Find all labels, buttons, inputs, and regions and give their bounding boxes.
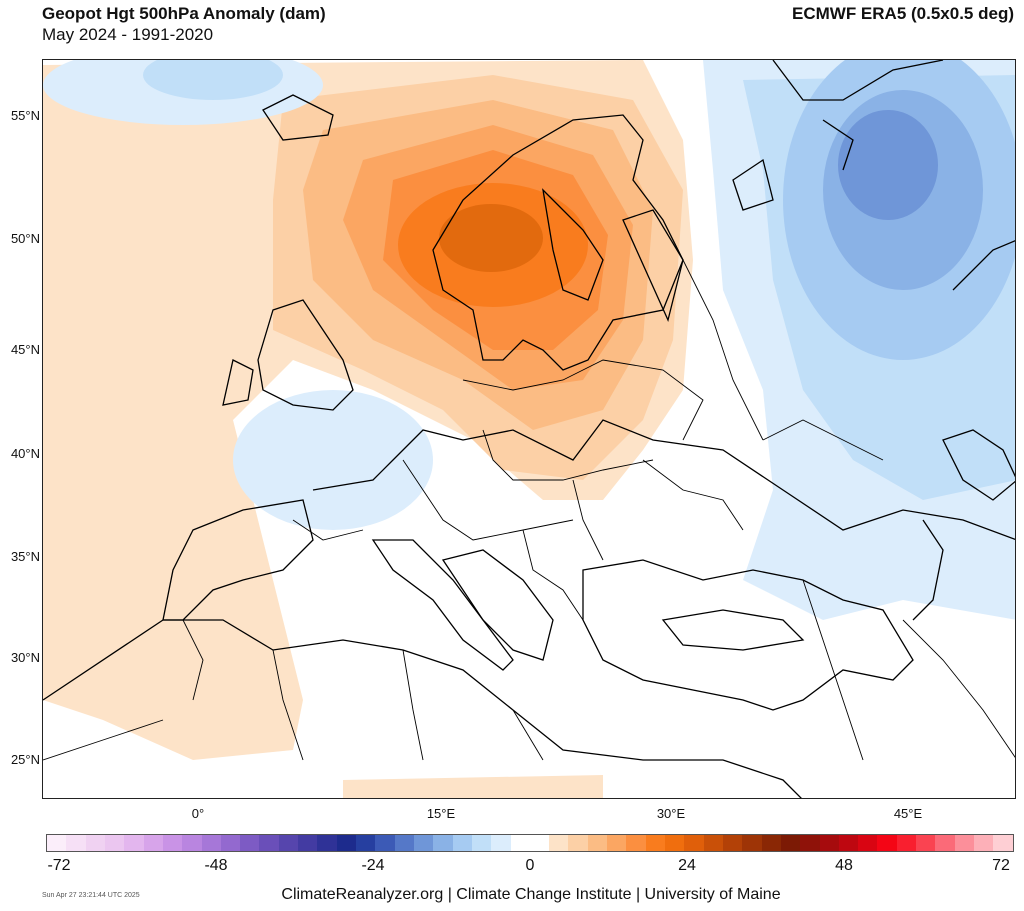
colorbar-swatch <box>356 835 376 851</box>
lon-label-15e: 15°E <box>426 806 456 821</box>
colorbar-swatch <box>568 835 588 851</box>
colorbar-swatch <box>916 835 936 851</box>
credit-line[interactable]: ClimateReanalyzer.org | Climate Change I… <box>281 886 781 903</box>
colorbar-swatch <box>858 835 878 851</box>
colorbar-swatch <box>317 835 337 851</box>
colorbar-swatch <box>761 835 781 851</box>
colorbar-tick: -24 <box>361 857 385 874</box>
colorbar-swatch <box>838 835 859 851</box>
colorbar-swatch <box>471 835 492 851</box>
colorbar-swatch <box>394 835 414 851</box>
colorbar-swatch <box>645 835 665 851</box>
colorbar-swatch <box>626 835 646 851</box>
map-subtitle: May 2024 - 1991-2020 <box>42 25 214 44</box>
colorbar-swatch <box>491 835 511 851</box>
colorbar-swatch <box>529 835 550 851</box>
colorbar-swatch <box>993 835 1013 851</box>
lat-label-25n: 25°N <box>10 752 40 767</box>
colorbar-swatch <box>278 835 299 851</box>
lon-label-0: 0° <box>191 806 205 821</box>
colorbar-swatch <box>549 835 569 851</box>
colorbar-swatch <box>104 835 125 851</box>
anomaly-min-center <box>838 110 938 220</box>
colorbar-swatch <box>452 835 472 851</box>
lat-label-55n: 55°N <box>10 108 40 123</box>
colorbar-swatch <box>182 835 202 851</box>
colorbar-swatch <box>298 835 318 851</box>
colorbar-swatch <box>877 835 897 851</box>
colorbar-swatch <box>780 835 801 851</box>
colorbar-swatch <box>85 835 105 851</box>
colorbar-swatch <box>510 835 530 851</box>
colorbar-swatch <box>413 835 434 851</box>
coastlines <box>43 60 1015 798</box>
anomaly-patch-france <box>233 390 433 530</box>
lat-label-50n: 50°N <box>10 231 40 246</box>
lat-label-45n: 45°N <box>10 342 40 357</box>
anomaly-max-center <box>439 204 543 272</box>
colorbar-swatch <box>954 835 974 851</box>
lon-label-45e: 45°E <box>893 806 923 821</box>
anomaly-contour-atlantic-tongue <box>43 80 163 600</box>
colorbar-swatch <box>607 835 627 851</box>
lat-label-40n: 40°N <box>10 446 40 461</box>
colorbar-swatch <box>259 835 279 851</box>
colorbar-swatch <box>935 835 955 851</box>
colorbar-swatch <box>201 835 221 851</box>
map-panel[interactable] <box>42 59 1016 799</box>
render-timestamp: Sun Apr 27 23:21:44 UTC 2025 <box>42 892 140 899</box>
colorbar-tick: 24 <box>678 857 696 874</box>
colorbar-tick: -48 <box>204 857 228 874</box>
colorbar-swatch <box>162 835 183 851</box>
colorbar-tick: -72 <box>47 857 71 874</box>
colorbar-tick: 0 <box>525 857 535 874</box>
colorbar-swatch <box>684 835 704 851</box>
country-borders <box>43 259 1015 761</box>
colorbar-swatch <box>47 835 67 851</box>
colorbar-swatch <box>819 835 839 851</box>
colorbar-swatch <box>143 835 163 851</box>
colorbar-swatch <box>375 835 395 851</box>
colorbar-swatch <box>433 835 453 851</box>
colorbar-swatch <box>742 835 762 851</box>
colorbar-swatch <box>974 835 994 851</box>
lat-label-30n: 30°N <box>10 650 40 665</box>
colorbar-swatch <box>124 835 144 851</box>
colorbar-tick: 72 <box>992 857 1010 874</box>
map-title: Geopot Hgt 500hPa Anomaly (dam) <box>42 4 326 23</box>
colorbar-swatch <box>800 835 820 851</box>
colorbar-swatch <box>66 835 86 851</box>
colorbar-swatch <box>703 835 723 851</box>
colorbar-tick: 48 <box>835 857 853 874</box>
lon-label-30e: 30°E <box>656 806 686 821</box>
anomaly-patch-n-africa <box>343 775 603 798</box>
colorbar-swatch <box>665 835 685 851</box>
colorbar-swatch <box>587 835 608 851</box>
colorbar <box>46 834 1014 852</box>
anomaly-patch-n-atlantic-core <box>143 60 283 100</box>
colorbar-swatch <box>240 835 260 851</box>
dataset-source: ECMWF ERA5 (0.5x0.5 deg) <box>792 4 1014 23</box>
colorbar-swatch <box>896 835 917 851</box>
anomaly-map <box>43 60 1015 798</box>
colorbar-swatch <box>220 835 241 851</box>
lat-label-35n: 35°N <box>10 549 40 564</box>
colorbar-swatch <box>722 835 743 851</box>
colorbar-swatch <box>336 835 356 851</box>
